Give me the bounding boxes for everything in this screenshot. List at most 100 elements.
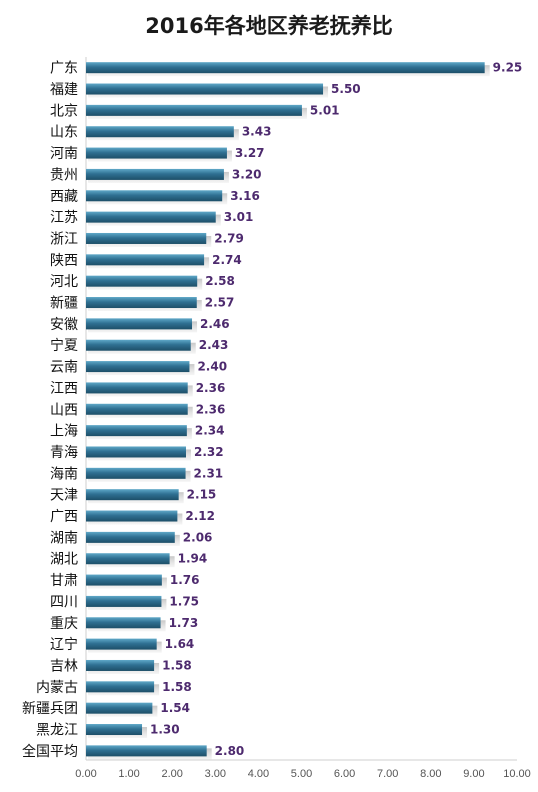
bar (86, 745, 207, 757)
x-tick-label: 4.00 (248, 768, 269, 780)
x-tick-label: 5.00 (291, 768, 312, 780)
category-label: 宁夏 (50, 337, 78, 354)
category-label: 山东 (50, 125, 78, 141)
value-label: 2.31 (194, 466, 224, 480)
bar (86, 361, 190, 373)
category-label: 西藏 (50, 189, 78, 205)
bar (86, 638, 157, 650)
category-label: 山西 (50, 402, 78, 418)
value-label: 3.43 (242, 125, 272, 139)
bar (86, 510, 178, 522)
bar (86, 724, 143, 736)
category-label: 陕西 (50, 253, 78, 269)
bar (86, 574, 162, 586)
value-label: 2.36 (196, 402, 226, 416)
value-label: 1.76 (170, 573, 200, 587)
bar (86, 659, 155, 671)
x-tick-label: 8.00 (420, 768, 441, 780)
category-label: 江苏 (50, 210, 78, 226)
value-label: 1.30 (150, 723, 180, 737)
value-label: 1.75 (169, 594, 199, 608)
value-label: 1.58 (162, 658, 192, 672)
category-label: 四川 (50, 594, 78, 610)
bar (86, 62, 485, 74)
category-label: 天津 (50, 488, 78, 504)
bar (86, 211, 216, 223)
bar (86, 702, 153, 714)
category-label: 全国平均 (22, 743, 78, 760)
bar (86, 425, 187, 437)
value-label: 2.34 (195, 424, 225, 438)
bar (86, 467, 186, 479)
chart-title: 2016年各地区养老抚养比 (145, 14, 393, 38)
bar (86, 254, 205, 266)
value-label: 2.58 (205, 274, 235, 288)
x-tick-label: 1.00 (118, 768, 139, 780)
category-label: 新疆 (50, 296, 78, 312)
value-label: 2.80 (215, 744, 245, 758)
bar (86, 190, 223, 202)
bar (86, 232, 207, 244)
category-label: 吉林 (50, 658, 78, 674)
value-label: 1.94 (178, 552, 208, 566)
x-tick-label: 2.00 (161, 768, 182, 780)
value-label: 2.57 (205, 296, 235, 310)
category-label: 新疆兵团 (22, 701, 78, 717)
bar (86, 531, 175, 543)
category-label: 云南 (50, 360, 78, 376)
category-label: 北京 (50, 103, 78, 119)
value-label: 2.79 (214, 231, 244, 245)
category-label: 青海 (50, 445, 78, 461)
category-label: 湖北 (50, 552, 78, 568)
category-label: 浙江 (50, 231, 78, 247)
bar (86, 382, 188, 394)
x-tick-label: 6.00 (334, 768, 355, 780)
bar (86, 104, 302, 116)
category-label: 内蒙古 (36, 680, 78, 696)
bar (86, 126, 234, 138)
value-label: 3.16 (230, 189, 260, 203)
category-label: 河南 (50, 146, 78, 162)
bar (86, 403, 188, 415)
x-tick-label: 9.00 (463, 768, 484, 780)
value-label: 2.43 (199, 338, 229, 352)
x-tick-label: 10.00 (503, 768, 531, 780)
x-tick-label: 0.00 (75, 768, 96, 780)
category-label: 广东 (50, 61, 78, 77)
bar (86, 83, 324, 95)
value-label: 1.54 (160, 701, 190, 715)
category-label: 福建 (50, 82, 78, 98)
bar (86, 147, 227, 159)
category-label: 上海 (50, 424, 78, 440)
value-label: 2.74 (212, 253, 242, 267)
category-label: 辽宁 (50, 636, 78, 653)
category-label: 河北 (50, 274, 78, 290)
value-label: 3.01 (224, 210, 254, 224)
value-label: 2.06 (183, 530, 213, 544)
value-label: 5.01 (310, 103, 340, 117)
value-label: 3.27 (235, 146, 265, 160)
value-label: 2.12 (185, 509, 215, 523)
bar (86, 318, 193, 330)
value-label: 1.73 (169, 616, 199, 630)
category-label: 贵州 (50, 167, 78, 183)
bar (86, 297, 197, 309)
bar (86, 168, 224, 180)
x-tick-label: 7.00 (377, 768, 398, 780)
category-label: 海南 (50, 466, 78, 482)
category-label: 重庆 (50, 616, 78, 632)
value-label: 2.46 (200, 317, 230, 331)
bar (86, 681, 155, 693)
x-tick-label: 3.00 (205, 768, 226, 780)
value-label: 1.64 (165, 637, 195, 651)
category-label: 安徽 (50, 317, 78, 333)
value-label: 5.50 (331, 82, 361, 96)
category-label: 黑龙江 (36, 723, 78, 739)
value-label: 9.25 (493, 61, 523, 75)
category-label: 江西 (50, 381, 78, 397)
value-label: 2.36 (196, 381, 226, 395)
value-label: 2.15 (187, 488, 217, 502)
value-label: 2.32 (194, 445, 224, 459)
